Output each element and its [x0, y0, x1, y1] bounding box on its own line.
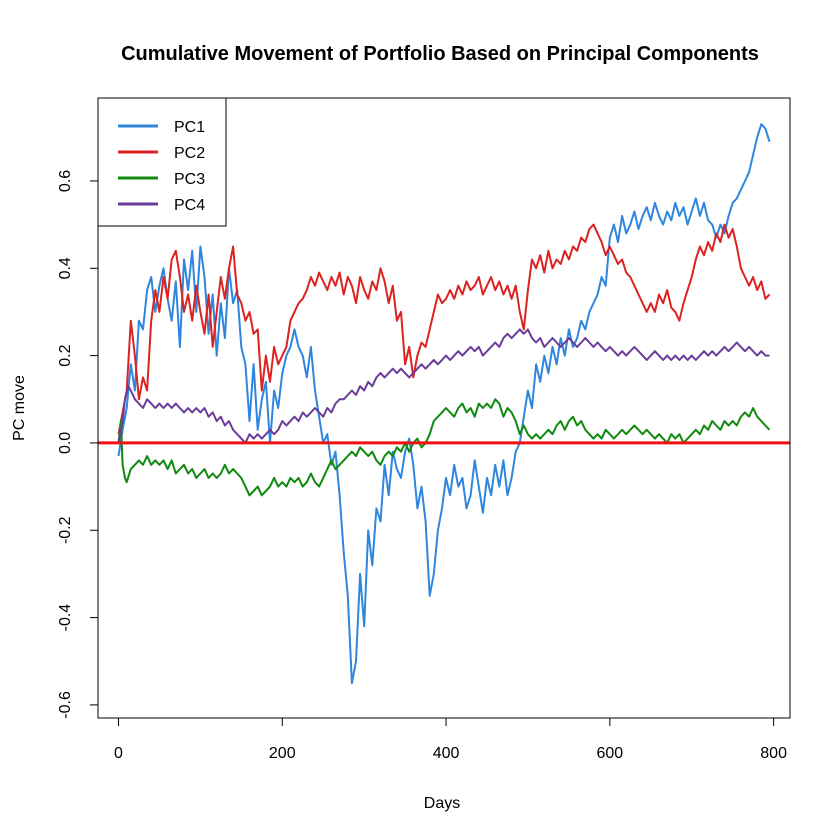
series-line-pc3	[117, 398, 771, 497]
x-tick-label: 200	[269, 745, 296, 762]
series-line-pc2	[117, 223, 771, 435]
y-axis: -0.6 -0.4 -0.2 0.0 0.2 0.4 0.6	[57, 170, 99, 719]
legend: PC1 PC2 PC3 PC4	[97, 97, 227, 227]
y-tick-label: -0.6	[57, 691, 74, 719]
y-tick-label: 0.6	[57, 170, 74, 192]
legend-label-pc1: PC1	[174, 119, 205, 136]
y-tick-label: -0.4	[57, 604, 74, 632]
series-line-pc1	[117, 123, 771, 685]
y-tick-label: 0.0	[57, 432, 74, 454]
chart-title: Cumulative Movement of Portfolio Based o…	[121, 43, 759, 65]
series-layer	[117, 123, 771, 685]
x-tick-label: 600	[596, 745, 623, 762]
y-axis-label: PC move	[11, 375, 28, 441]
x-tick-label: 400	[433, 745, 460, 762]
legend-label-pc2: PC2	[174, 145, 205, 162]
x-tick-label: 800	[760, 745, 787, 762]
legend-label-pc3: PC3	[174, 171, 205, 188]
y-tick-label: 0.4	[57, 257, 74, 279]
x-axis: 0 200 400 600 800	[114, 717, 787, 762]
y-tick-label: -0.2	[57, 516, 74, 544]
x-tick-label: 0	[114, 745, 123, 762]
y-tick-label: 0.2	[57, 344, 74, 366]
series-line-pc4	[117, 328, 770, 444]
legend-label-pc4: PC4	[174, 197, 205, 214]
x-axis-label: Days	[424, 795, 460, 812]
legend-box	[97, 97, 227, 227]
